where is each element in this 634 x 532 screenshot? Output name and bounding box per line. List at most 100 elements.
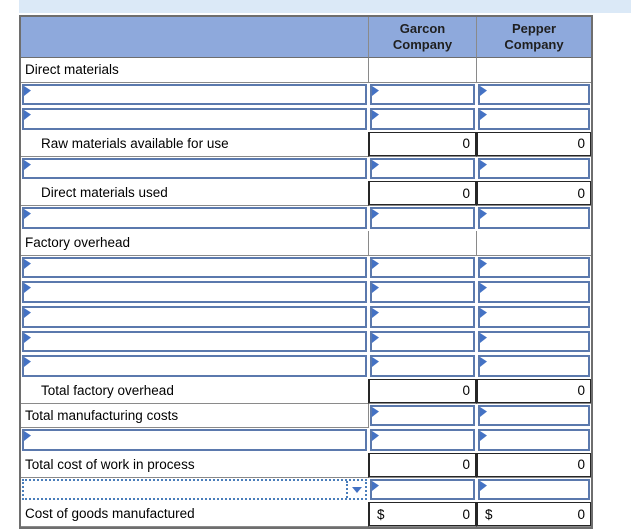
subtotal-value: 0: [369, 181, 476, 205]
table-row: [21, 354, 591, 379]
entry-flag-icon: [24, 357, 31, 368]
garcon-amount-input[interactable]: [370, 207, 475, 229]
pepper-amount-input[interactable]: [478, 330, 590, 353]
pepper-value-cell: [477, 107, 591, 133]
table-row: Total manufacturing costs: [21, 403, 591, 429]
label-text-input[interactable]: [22, 83, 367, 106]
entry-flag-icon: [480, 431, 487, 442]
label-text-input[interactable]: [22, 429, 367, 451]
pepper-value-cell: [477, 330, 591, 355]
garcon-amount-input[interactable]: [370, 330, 475, 353]
table-row: Direct materials used 0 0: [21, 181, 591, 207]
garcon-value-cell: [369, 58, 477, 83]
subtotal-value: $0: [369, 502, 476, 526]
amount-value: 0: [462, 506, 470, 522]
row-label-cell: [21, 156, 369, 182]
pepper-amount-input[interactable]: [478, 83, 590, 106]
table-row: [21, 82, 591, 108]
row-label: Raw materials available for use: [41, 136, 229, 152]
pepper-amount-input[interactable]: [478, 256, 590, 279]
table-row: [21, 156, 591, 182]
garcon-amount-input[interactable]: [370, 83, 475, 106]
garcon-amount-input[interactable]: [370, 157, 475, 180]
table-row: Cost of goods manufactured $0 $0: [21, 502, 591, 528]
amount-value: 0: [462, 185, 470, 201]
garcon-amount-input[interactable]: [370, 478, 475, 501]
row-label-cell: [21, 428, 369, 453]
garcon-value-cell: 0: [369, 132, 477, 157]
entry-flag-icon: [24, 332, 31, 343]
garcon-value-cell: [369, 354, 477, 379]
currency-symbol: $: [377, 506, 385, 522]
pepper-value-cell: [477, 478, 591, 503]
select-arrow-button[interactable]: [346, 480, 365, 499]
entry-flag-icon: [24, 283, 31, 294]
garcon-amount-input[interactable]: [370, 355, 475, 377]
amount-value: 0: [462, 383, 470, 399]
garcon-amount-input[interactable]: [370, 256, 475, 279]
garcon-amount-input[interactable]: [370, 281, 475, 303]
header-cell-blank: [21, 17, 369, 58]
garcon-value-cell: [369, 206, 477, 231]
row-label: Direct materials used: [41, 185, 168, 201]
row-label: Total cost of work in process: [25, 457, 195, 472]
row-label-cell: [21, 206, 369, 231]
row-label-cell: [21, 354, 369, 379]
garcon-value-cell: [369, 329, 477, 355]
pepper-amount-input[interactable]: [478, 404, 590, 427]
pepper-amount-input[interactable]: [478, 108, 590, 131]
subtotal-value: 0: [477, 181, 591, 205]
subtotal-value: $0: [477, 502, 591, 526]
subtotal-value: 0: [369, 379, 476, 403]
garcon-amount-input[interactable]: [370, 404, 475, 427]
entry-flag-icon: [480, 406, 487, 417]
label-text-input[interactable]: [22, 305, 367, 328]
label-text-input[interactable]: [22, 330, 367, 353]
entry-flag-icon: [24, 258, 31, 269]
garcon-amount-input[interactable]: [370, 429, 475, 451]
pepper-amount-input[interactable]: [478, 429, 590, 451]
label-text-input[interactable]: [22, 355, 367, 377]
table-row: Factory overhead: [21, 230, 591, 256]
pepper-amount-input[interactable]: [478, 355, 590, 377]
label-text-input[interactable]: [22, 256, 367, 279]
pepper-amount-input[interactable]: [478, 281, 590, 303]
subtotal-value: 0: [477, 132, 591, 156]
label-text-input[interactable]: [22, 108, 367, 131]
label-text-input[interactable]: [22, 157, 367, 180]
garcon-amount-input[interactable]: [370, 305, 475, 328]
garcon-value-cell: [369, 304, 477, 330]
amount-value: 0: [577, 185, 585, 201]
pepper-value-cell: [477, 206, 591, 231]
pepper-amount-input[interactable]: [478, 305, 590, 328]
entry-flag-icon: [480, 283, 487, 294]
entry-flag-icon: [480, 332, 487, 343]
row-label: Direct materials: [25, 62, 119, 77]
row-label: Factory overhead: [25, 234, 131, 250]
entry-flag-icon: [372, 159, 379, 170]
amount-value: 0: [577, 457, 585, 473]
garcon-amount-input[interactable]: [370, 108, 475, 131]
row-label-cell: [21, 280, 369, 305]
pepper-value-cell: [477, 58, 591, 83]
table-row: [21, 107, 591, 133]
row-label-cell: [21, 82, 369, 108]
pepper-value-cell: [477, 157, 591, 182]
label-text-input[interactable]: [22, 281, 367, 303]
entry-flag-icon: [372, 85, 379, 96]
entry-flag-icon: [372, 283, 379, 294]
row-label: Total manufacturing costs: [25, 407, 179, 423]
row-label-cell: Total factory overhead: [21, 378, 369, 404]
garcon-value-cell: 0: [369, 378, 477, 404]
pepper-value-cell: [477, 256, 591, 281]
pepper-value-cell: [477, 354, 591, 379]
entry-flag-icon: [24, 307, 31, 318]
pepper-amount-input[interactable]: [478, 157, 590, 180]
garcon-value-cell: [369, 255, 477, 281]
account-select[interactable]: [22, 478, 367, 501]
row-label-cell: [21, 329, 369, 355]
label-text-input[interactable]: [22, 207, 367, 229]
pepper-value-cell: [477, 305, 591, 330]
pepper-amount-input[interactable]: [478, 478, 590, 501]
pepper-amount-input[interactable]: [478, 207, 590, 229]
